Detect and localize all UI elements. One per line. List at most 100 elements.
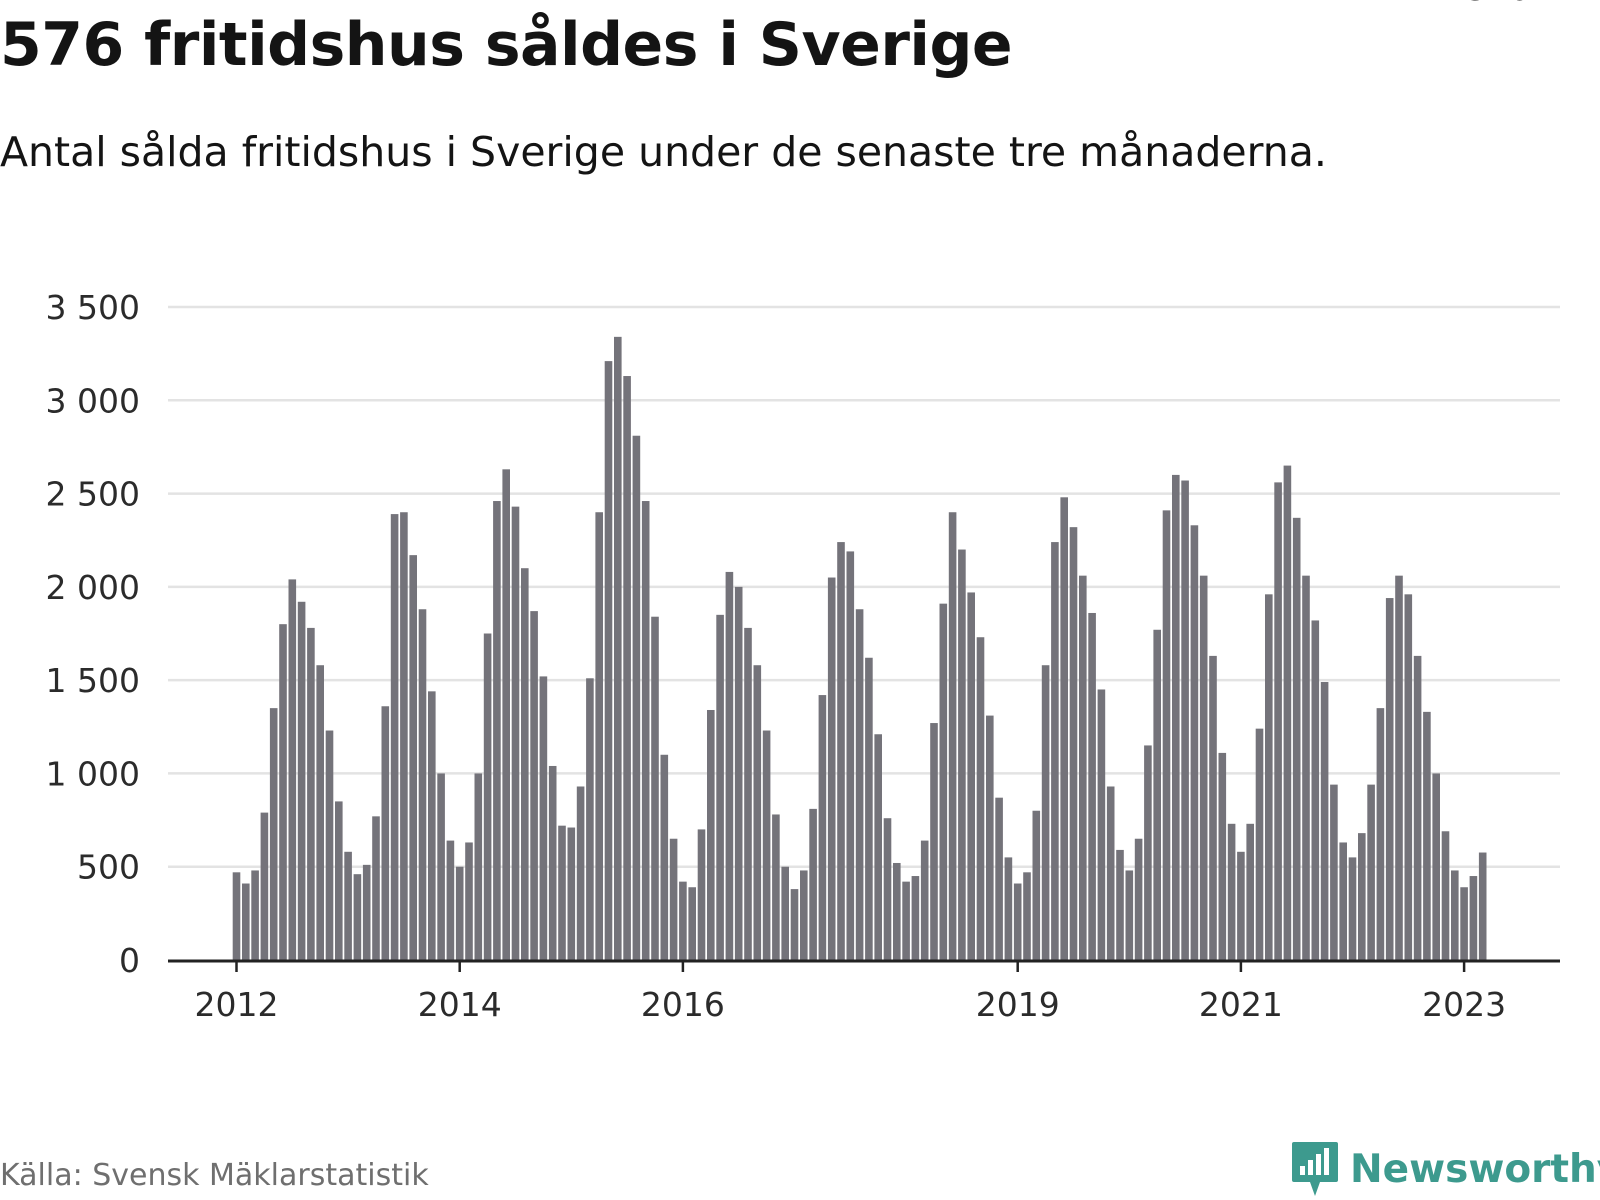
chart-title: 576 fritidshus såldes i Sverige [0, 10, 1013, 80]
bar [483, 633, 492, 960]
bar [976, 637, 985, 960]
bar [474, 773, 483, 960]
y-tick-label: 500 [77, 848, 140, 887]
grid-lines [168, 305, 1560, 868]
bar [1032, 810, 1041, 960]
bar [986, 715, 994, 960]
bar [232, 872, 241, 960]
bar [362, 864, 371, 960]
bar [725, 571, 734, 960]
bar [800, 870, 808, 960]
bar [1311, 620, 1320, 960]
bar [1423, 711, 1431, 960]
bar [1004, 857, 1013, 960]
bar [939, 603, 948, 960]
bar [1023, 872, 1031, 960]
bar [874, 734, 882, 960]
bar [530, 611, 538, 960]
bar [1330, 784, 1338, 960]
bar [1404, 594, 1413, 960]
bar [455, 866, 464, 960]
bar [242, 883, 250, 960]
bar [930, 723, 938, 960]
brand-logo: Newsworthy [1290, 1140, 1600, 1198]
bar [1274, 482, 1282, 960]
bar [279, 624, 287, 960]
bar [1181, 480, 1189, 960]
bar [660, 754, 669, 960]
bar [493, 501, 501, 960]
bar [1460, 887, 1468, 960]
bar [1348, 857, 1357, 960]
bar [688, 887, 696, 960]
bar [744, 627, 752, 960]
y-tick-label: 2 500 [46, 475, 140, 514]
bar [1199, 575, 1208, 960]
bar [269, 708, 278, 960]
bar [1218, 752, 1227, 960]
bar [1385, 598, 1394, 960]
y-tick-label: 1 500 [46, 661, 140, 700]
bar [539, 676, 548, 960]
bar [428, 691, 436, 960]
bar [837, 542, 845, 960]
x-axis [168, 959, 1560, 972]
bar [297, 601, 306, 960]
bar [446, 840, 455, 960]
bar [1246, 823, 1254, 960]
bar [409, 555, 417, 960]
bar [1451, 870, 1459, 960]
bar [1134, 838, 1143, 960]
bar [1162, 510, 1171, 960]
bar [1265, 594, 1273, 960]
bar [1069, 527, 1078, 960]
value-annotation: 576 [1467, 0, 1530, 8]
bar [948, 512, 957, 960]
bar [818, 695, 827, 960]
bar [1041, 665, 1050, 960]
bar [1283, 465, 1292, 960]
x-tick-label: 2016 [641, 985, 725, 1024]
bar [418, 609, 427, 960]
x-tick-label: 2014 [418, 985, 502, 1024]
bar [902, 881, 910, 960]
bar [1255, 728, 1264, 960]
bar [1106, 786, 1115, 960]
x-tick-label: 2021 [1199, 985, 1283, 1024]
bar [1395, 575, 1403, 960]
bar [679, 881, 687, 960]
bar [641, 501, 650, 960]
bar [865, 657, 873, 960]
x-tick-label: 2019 [976, 985, 1060, 1024]
bar [614, 336, 622, 961]
bar [920, 840, 929, 960]
bar [1116, 849, 1124, 960]
bar [911, 876, 920, 960]
bar [1339, 842, 1347, 960]
bar [827, 577, 836, 960]
bar [632, 435, 641, 961]
bar [855, 609, 864, 960]
x-tick-label: 2012 [195, 985, 279, 1024]
bar [1432, 773, 1440, 960]
bar [846, 551, 855, 960]
bar [1302, 575, 1310, 960]
y-tick-label: 3 000 [46, 381, 140, 420]
bar [1209, 655, 1217, 960]
bar [1144, 745, 1152, 960]
bar [893, 862, 901, 960]
bar [623, 376, 631, 960]
bar [316, 665, 324, 960]
source-note: Källa: Svensk Mäklarstatistik [0, 1158, 429, 1193]
bar [251, 870, 259, 960]
bar [567, 827, 576, 960]
bar [1088, 612, 1096, 960]
bar [1172, 474, 1180, 960]
bar [1469, 876, 1478, 960]
bar [1292, 517, 1301, 960]
bar [465, 842, 473, 960]
bar [604, 361, 613, 960]
bar [762, 730, 771, 960]
newsworthy-logo-icon [1292, 1142, 1338, 1196]
x-tick-label: 2023 [1422, 985, 1506, 1024]
